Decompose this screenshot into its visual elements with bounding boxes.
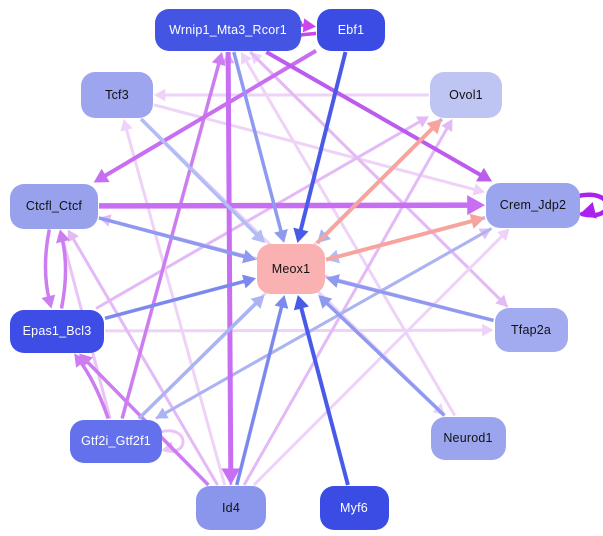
node-crem-jdp2[interactable]: Crem_Jdp2 (486, 182, 580, 228)
node-ctcfl-ctcf[interactable]: Ctcfl_Ctcf (10, 183, 98, 229)
node-wrnip1-mta3-rcor1[interactable]: Wrnip1_Mta3_Rcor1 (155, 9, 301, 51)
node-neurod1[interactable]: Neurod1 (430, 416, 506, 460)
node-myf6[interactable]: Myf6 (319, 486, 389, 530)
node-ovol1[interactable]: Ovol1 (430, 72, 502, 118)
node-id4[interactable]: Id4 (196, 486, 266, 530)
node-ebf1[interactable]: Ebf1 (317, 9, 385, 51)
node-epas1-bcl3[interactable]: Epas1_Bcl3 (10, 309, 104, 353)
node-tfap2a[interactable]: Tfap2a (494, 308, 568, 352)
node-meox1-center[interactable]: Meox1 (257, 244, 325, 294)
node-gtf2i-gtf2f1[interactable]: Gtf2i_Gtf2f1 (70, 419, 162, 463)
node-tcf3[interactable]: Tcf3 (81, 72, 153, 118)
